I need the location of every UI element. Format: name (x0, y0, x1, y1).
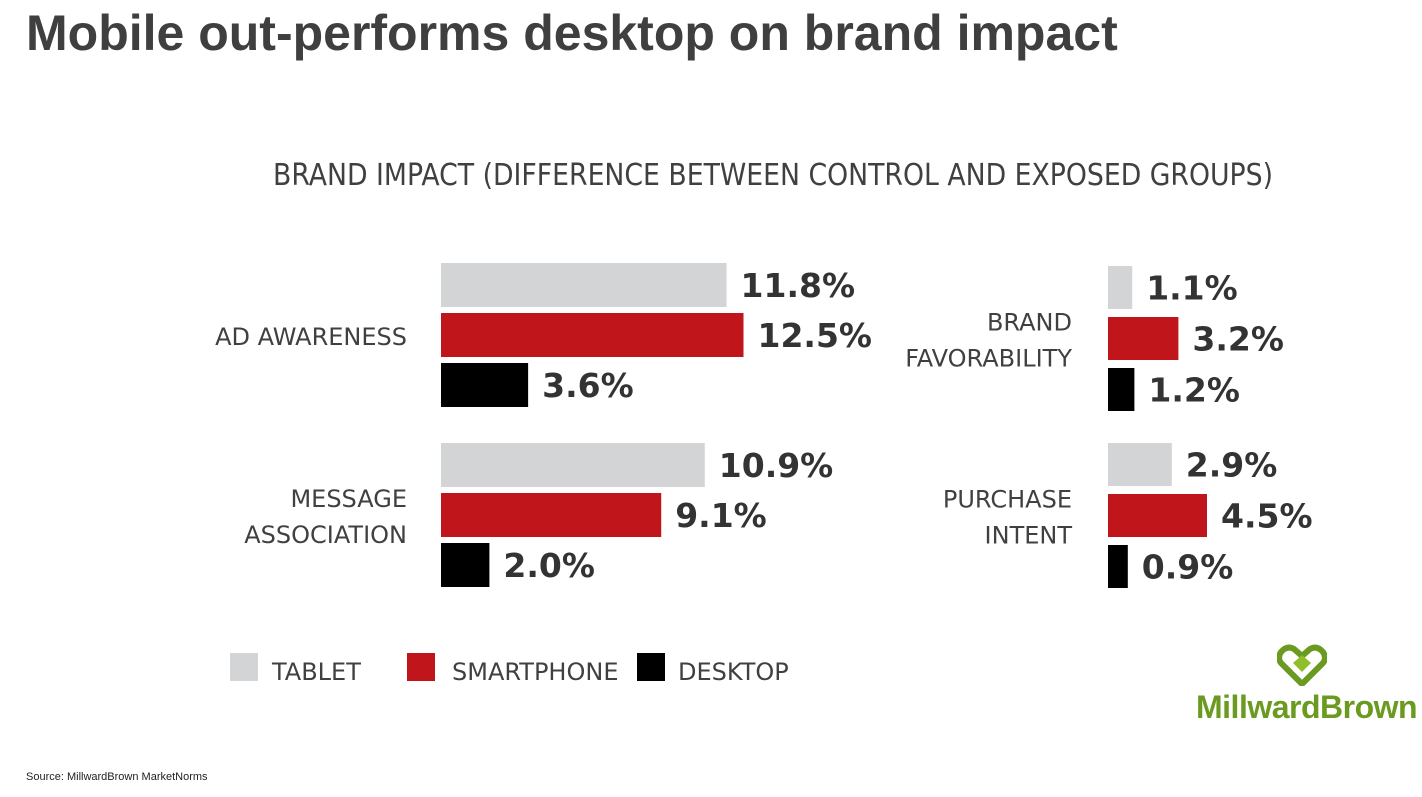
bar-desktop (441, 543, 490, 587)
value-label: 3.6% (542, 366, 634, 405)
category-label: PURCHASE (943, 486, 1072, 514)
bar-group: BRAND FAVORABILITY 1.1% 3.2% 1.2% (905, 266, 1284, 411)
millward-brown-logo: MillwardBrown (1196, 689, 1418, 725)
value-label: 9.1% (675, 496, 767, 535)
bar-desktop (1108, 545, 1128, 588)
chart-title: BRAND IMPACT (DIFFERENCE BETWEEN CONTROL… (273, 158, 1273, 193)
category-label: AD AWARENESS (215, 323, 407, 351)
value-label: 2.9% (1186, 446, 1278, 485)
category-label: INTENT (985, 522, 1073, 550)
value-label: 3.2% (1192, 320, 1284, 359)
category-label: ASSOCIATION (244, 521, 407, 549)
legend: TABLET SMARTPHONE DESKTOP (230, 653, 789, 686)
millward-brown-logo-icon (1277, 644, 1327, 686)
chart-groups: AD AWARENESS 11.8% 12.5% 3.6% MESSAGE ASSOCIA… (215, 263, 1313, 588)
bar-desktop (441, 363, 529, 407)
bar-group: AD AWARENESS 11.8% 12.5% 3.6% (215, 263, 872, 407)
legend-swatch-desktop (637, 653, 665, 681)
category-label: FAVORABILITY (905, 345, 1072, 373)
value-label: 0.9% (1142, 548, 1234, 587)
category-label: MESSAGE (290, 485, 407, 513)
value-label: 11.8% (741, 266, 856, 305)
value-label: 12.5% (758, 316, 873, 355)
bar-group: MESSAGE ASSOCIATION 10.9% 9.1% 2.0% (244, 443, 833, 587)
bar-tablet (441, 263, 727, 307)
bar-smartphone (1108, 494, 1207, 537)
legend-swatch-smartphone (407, 653, 435, 681)
bar-tablet (441, 443, 705, 487)
value-label: 4.5% (1221, 497, 1313, 536)
value-label: 1.1% (1146, 269, 1238, 308)
legend-label-tablet: TABLET (271, 658, 361, 686)
value-label: 10.9% (719, 446, 834, 485)
category-label: BRAND (987, 309, 1072, 337)
bar-desktop (1108, 368, 1135, 411)
bar-smartphone (441, 493, 662, 537)
legend-label-desktop: DESKTOP (678, 658, 789, 686)
value-label: 1.2% (1148, 371, 1240, 410)
legend-swatch-tablet (230, 653, 258, 681)
bar-tablet (1108, 266, 1133, 309)
value-label: 2.0% (503, 546, 595, 585)
bar-group: PURCHASE INTENT 2.9% 4.5% 0.9% (943, 443, 1313, 588)
legend-label-smartphone: SMARTPHONE (452, 658, 618, 686)
bar-smartphone (441, 313, 744, 357)
page-title: Mobile out-performs desktop on brand imp… (26, 5, 1118, 61)
bar-tablet (1108, 443, 1172, 486)
bar-smartphone (1108, 317, 1179, 360)
source-note: Source: MillwardBrown MarketNorms (26, 771, 208, 783)
